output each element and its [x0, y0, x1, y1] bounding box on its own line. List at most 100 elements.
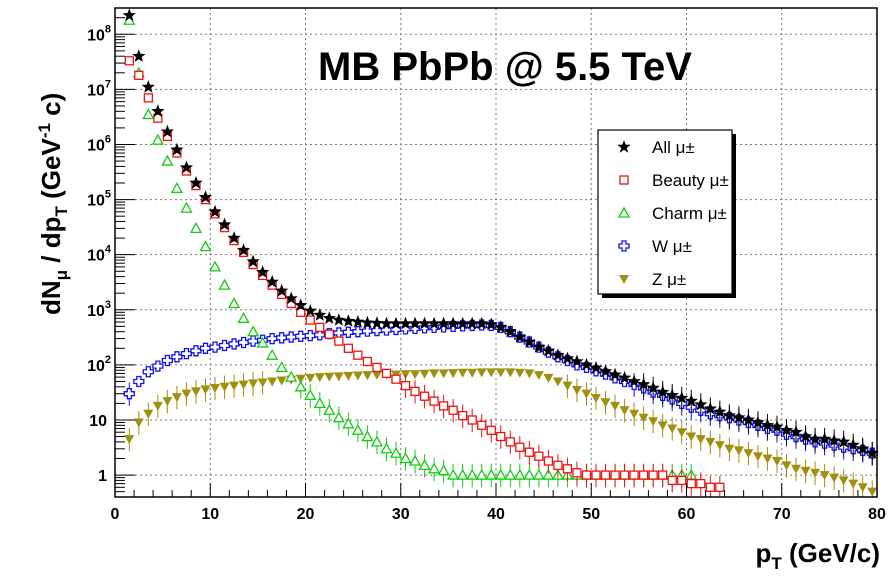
data-point: [810, 468, 821, 478]
legend-label-beauty: Beauty μ±: [652, 171, 729, 190]
data-point: [247, 335, 259, 347]
data-point: [495, 368, 506, 378]
data-point: [315, 322, 325, 332]
data-point: [675, 391, 689, 404]
data-point: [705, 482, 715, 492]
data-point: [715, 482, 725, 492]
data-point: [266, 332, 278, 345]
data-point: [219, 382, 230, 392]
data-point: [467, 368, 478, 378]
data-point: [208, 204, 222, 218]
data-point: [332, 313, 346, 326]
legend-label-all: All μ±: [652, 138, 695, 157]
data-point: [285, 370, 298, 382]
data-point: [533, 371, 544, 381]
data-point: [503, 324, 517, 338]
data-point: [658, 470, 668, 480]
data-point: [170, 181, 184, 193]
data-point: [505, 368, 516, 378]
data-point: [324, 372, 335, 382]
legend-marker: [617, 140, 631, 153]
x-axis-title-sub: T: [771, 554, 782, 573]
data-point: [133, 375, 145, 388]
data-point: [846, 438, 860, 451]
data-point: [505, 437, 515, 447]
y-tick-label: 104: [87, 244, 112, 265]
data-point: [372, 362, 382, 373]
series-filled-triangle-down: [124, 368, 878, 497]
data-point: [180, 201, 193, 213]
data-point: [122, 8, 136, 22]
data-point: [581, 470, 592, 480]
y-tick-label: 10: [89, 413, 107, 430]
data-point: [648, 417, 659, 427]
data-point: [732, 410, 746, 424]
data-point: [703, 401, 717, 415]
data-point: [398, 316, 413, 330]
data-point: [132, 49, 146, 62]
legend-marker: [619, 175, 629, 185]
data-point: [457, 368, 468, 378]
data-point: [532, 468, 545, 480]
data-point: [591, 394, 602, 404]
data-point: [267, 377, 278, 387]
data-point: [485, 468, 498, 480]
data-point: [571, 385, 582, 395]
data-point: [486, 425, 496, 435]
data-point: [629, 409, 640, 419]
data-point: [370, 316, 384, 329]
data-point: [598, 364, 613, 378]
x-axis-title-part: p: [755, 538, 771, 568]
data-point: [591, 470, 601, 480]
data-point: [638, 413, 649, 423]
y-tick-label: 102: [87, 354, 111, 375]
data-point: [389, 446, 403, 458]
data-point: [399, 452, 412, 464]
data-point: [504, 468, 517, 480]
data-point: [751, 415, 765, 429]
data-point: [551, 348, 565, 361]
data-point: [124, 56, 134, 66]
data-point: [353, 350, 363, 360]
data-point: [760, 418, 775, 431]
data-point: [695, 435, 706, 445]
data-point: [770, 419, 784, 433]
data-point: [141, 80, 155, 93]
legend-marker: [618, 240, 630, 252]
y-tick-label-exp: 5: [105, 189, 111, 201]
data-point: [408, 454, 422, 466]
data-point: [170, 142, 184, 156]
data-point: [771, 457, 782, 467]
data-point: [513, 468, 526, 480]
y-tick-label-base: 10: [87, 193, 105, 210]
data-point: [228, 338, 240, 350]
data-point: [171, 351, 183, 363]
data-point: [848, 479, 859, 489]
x-axis-title: pT (GeV/c): [755, 538, 880, 573]
data-point: [827, 433, 841, 447]
data-point: [515, 442, 525, 452]
data-point: [343, 343, 354, 353]
data-point: [446, 316, 460, 330]
data-point: [475, 468, 488, 480]
data-point: [162, 397, 173, 407]
data-point: [257, 378, 268, 388]
data-point: [808, 432, 822, 445]
data-point: [448, 369, 459, 379]
data-point: [656, 385, 670, 398]
data-point: [314, 373, 325, 383]
y-tick-label: 1: [98, 468, 107, 485]
data-point: [524, 369, 535, 379]
data-point: [494, 320, 508, 333]
data-point: [143, 409, 154, 419]
data-point: [437, 464, 450, 476]
data-point: [617, 370, 632, 384]
data-point: [600, 470, 611, 480]
data-point: [856, 441, 870, 455]
svg-text:dNμ / dpT (GeV-1 c): dNμ / dpT (GeV-1 c): [35, 93, 71, 315]
y-tick-label-base: 10: [87, 303, 105, 320]
data-point: [532, 340, 546, 353]
data-point: [265, 274, 279, 288]
data-point: [800, 466, 811, 476]
data-point: [143, 93, 153, 103]
